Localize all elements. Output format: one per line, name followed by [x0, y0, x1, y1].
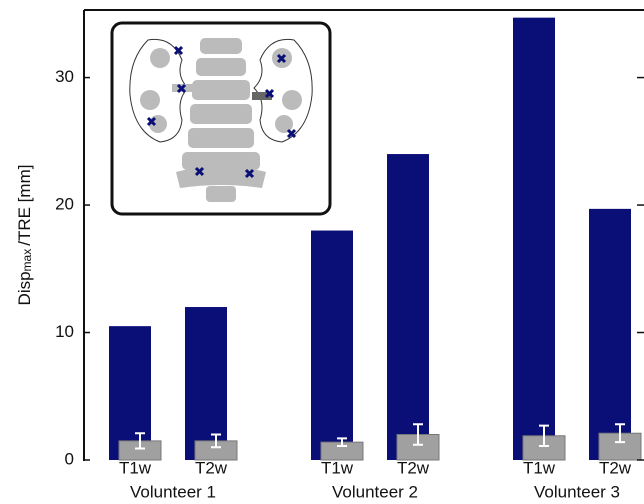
y-tick-label: 10 — [55, 322, 74, 341]
bar — [513, 17, 555, 461]
x-tick-label: T2w — [195, 458, 228, 477]
group-label: Volunteer 1 — [130, 482, 216, 501]
y-axis-label: Dispmax/TRE [mm] — [15, 165, 34, 306]
group-label: Volunteer 2 — [332, 482, 418, 501]
bar — [109, 326, 151, 460]
x-tick-label: T1w — [321, 458, 354, 477]
error-bar — [337, 437, 347, 447]
y-label-sub: max — [20, 249, 34, 272]
bar — [589, 208, 631, 460]
y-label-main: Disp — [15, 271, 34, 305]
y-label-rest: /TRE [mm] — [15, 165, 34, 246]
inset-image — [110, 21, 332, 216]
bars — [109, 17, 642, 461]
left-kidney — [129, 38, 189, 143]
x-tick-label: T2w — [599, 458, 632, 477]
error-bar — [539, 424, 549, 447]
bar — [311, 230, 353, 460]
error-bar — [615, 423, 625, 444]
group-label: Volunteer 3 — [534, 482, 620, 501]
bar — [387, 154, 429, 460]
spine — [176, 38, 266, 202]
x-tick-label: T2w — [397, 458, 430, 477]
x-tick-label: T1w — [523, 458, 556, 477]
error-bar — [413, 423, 423, 446]
error-bar — [135, 432, 145, 450]
bar — [185, 307, 227, 460]
landmarks — [146, 45, 297, 179]
error-bar — [211, 433, 221, 449]
right-kidney — [253, 38, 313, 143]
y-tick-label: 30 — [55, 67, 74, 86]
y-tick-label: 0 — [65, 449, 74, 468]
y-tick-label: 20 — [55, 195, 74, 214]
x-tick-label: T1w — [119, 458, 152, 477]
